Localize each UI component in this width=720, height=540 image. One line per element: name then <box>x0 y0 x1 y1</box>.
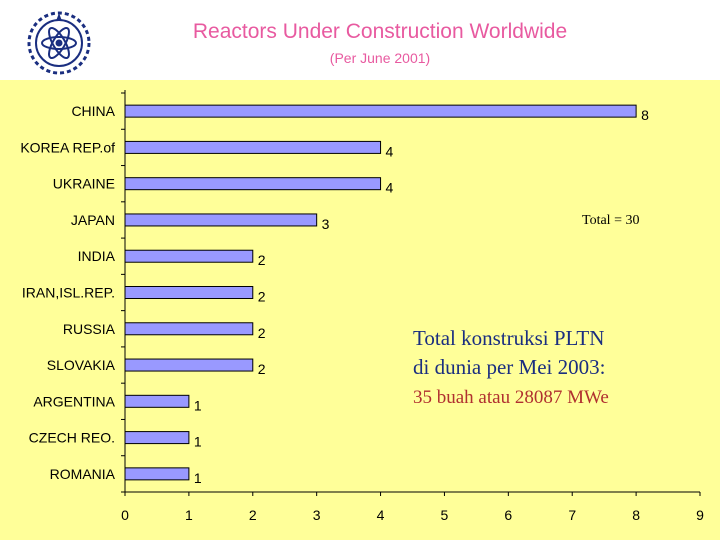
category-label: SLOVAKIA <box>47 357 116 373</box>
bar <box>125 287 253 299</box>
bar <box>125 250 253 262</box>
bar-value-label: 8 <box>641 107 649 123</box>
x-tick-label: 4 <box>377 507 385 523</box>
x-tick-label: 6 <box>504 507 512 523</box>
x-tick-label: 0 <box>121 507 129 523</box>
annotation-line-2: di dunia per Mei 2003: <box>413 354 605 380</box>
x-tick-label: 1 <box>185 507 193 523</box>
bar <box>125 323 253 335</box>
bar <box>125 359 253 371</box>
bar-value-label: 2 <box>258 361 266 377</box>
annotation-line-3: 35 buah atau 28087 MWe <box>413 386 609 410</box>
bar-value-label: 2 <box>258 252 266 268</box>
bar-value-label: 1 <box>194 397 202 413</box>
bar <box>125 395 189 407</box>
category-label: CHINA <box>71 103 115 119</box>
category-label: ARGENTINA <box>33 393 115 409</box>
bar <box>125 432 189 444</box>
bar-value-label: 3 <box>322 216 330 232</box>
x-tick-label: 5 <box>441 507 449 523</box>
bar-value-label: 2 <box>258 289 266 305</box>
bar-value-label: 2 <box>258 325 266 341</box>
category-label: RUSSIA <box>63 321 116 337</box>
bar-value-label: 1 <box>194 434 202 450</box>
category-label: KOREA REP.of <box>20 139 115 155</box>
category-label: IRAN,ISL.REP. <box>22 285 115 301</box>
bar <box>125 468 189 480</box>
category-label: ROMANIA <box>50 466 116 482</box>
x-tick-label: 9 <box>696 507 704 523</box>
annotation-total: Total = 30 <box>582 213 639 229</box>
bar-value-label: 4 <box>386 180 394 196</box>
slide-header: Reactors Under Construction Worldwide (P… <box>0 0 720 80</box>
bar <box>125 214 317 226</box>
bar <box>125 178 381 190</box>
category-label: CZECH REO. <box>29 430 115 446</box>
x-tick-label: 7 <box>568 507 576 523</box>
page-title: Reactors Under Construction Worldwide <box>0 20 720 44</box>
page-subtitle: (Per June 2001) <box>0 49 720 67</box>
x-tick-label: 2 <box>249 507 257 523</box>
bar <box>125 105 636 117</box>
bar-value-label: 1 <box>194 470 202 486</box>
x-tick-label: 3 <box>313 507 321 523</box>
bar-chart: 8 CHINA 4 KOREA REP.of 4 UKRAINE 3 JAPAN 2 INDIA 2… <box>0 80 720 540</box>
category-label: JAPAN <box>71 212 115 228</box>
bar-value-label: 4 <box>386 143 394 159</box>
x-tick-label: 8 <box>632 507 640 523</box>
category-label: UKRAINE <box>53 176 115 192</box>
chart-area: 8 CHINA 4 KOREA REP.of 4 UKRAINE 3 JAPAN 2 INDIA 2… <box>0 80 720 540</box>
category-label: INDIA <box>78 248 116 264</box>
bar <box>125 141 381 153</box>
annotation-line-1: Total konstruksi PLTN <box>413 325 604 351</box>
